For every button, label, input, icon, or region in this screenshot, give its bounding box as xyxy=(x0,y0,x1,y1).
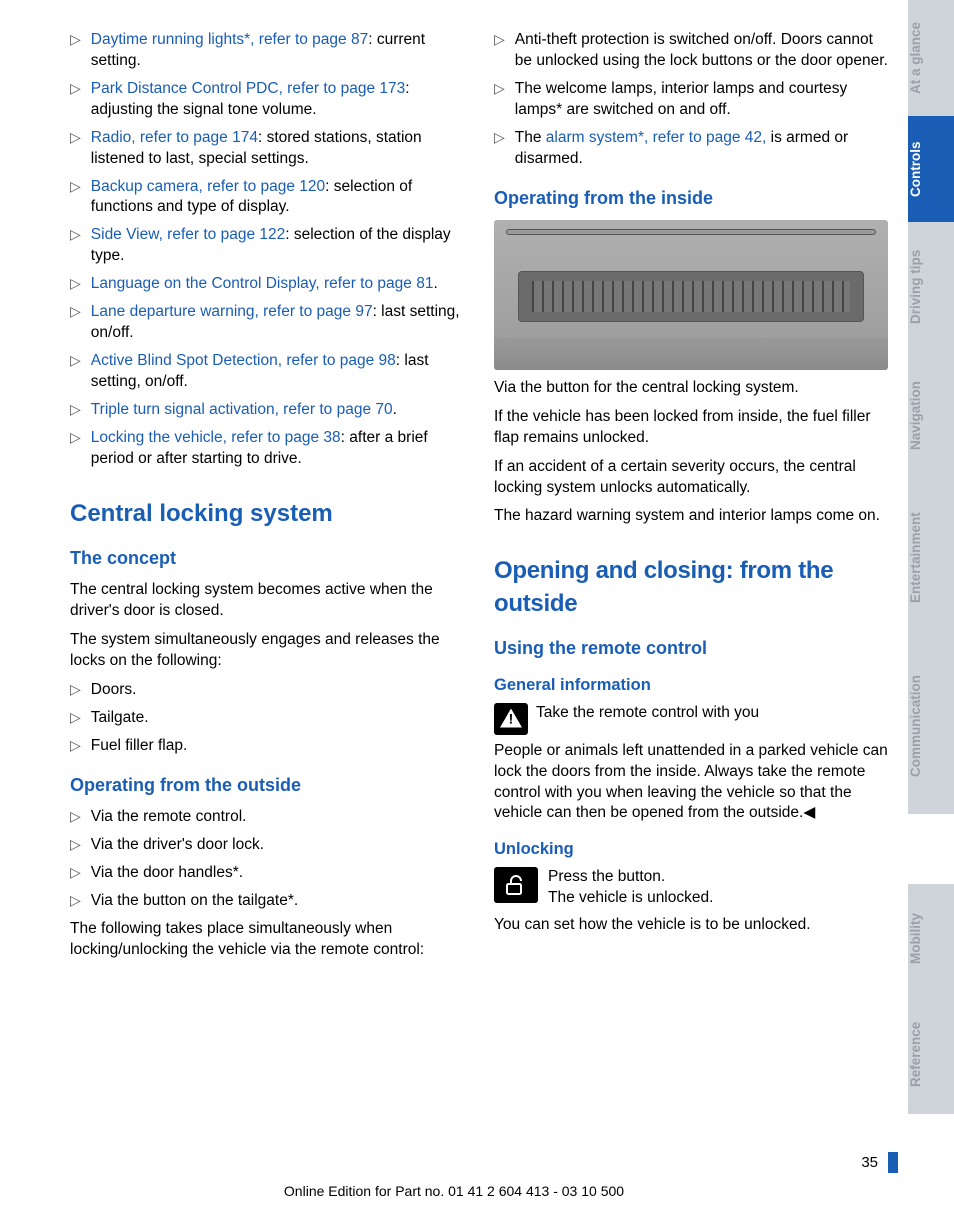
section-tab[interactable]: Controls xyxy=(908,116,954,222)
bullet-icon: ▷ xyxy=(70,351,81,393)
heading-general-info: General information xyxy=(494,674,888,696)
right-top-list: ▷Anti-theft protection is switched on/of… xyxy=(494,30,888,170)
bullet-icon: ▷ xyxy=(70,30,81,72)
bullet-icon: ▷ xyxy=(494,128,505,170)
bullet-icon: ▷ xyxy=(70,428,81,470)
warning-body: People or animals left unattended in a p… xyxy=(494,741,888,825)
feature-link-item: ▷ Triple turn signal activation, refer to… xyxy=(70,400,464,421)
feature-link-item: ▷Locking the vehicle, refer to page 38: … xyxy=(70,428,464,470)
feature-link-item: ▷ Lane departure warning, refer to page 9… xyxy=(70,302,464,344)
inside-p4: The hazard warning system and interior l… xyxy=(494,506,888,527)
outside-list: ▷Via the remote control. ▷Via the driver'… xyxy=(70,807,464,912)
bullet-icon: ▷ xyxy=(70,128,81,170)
cross-reference-link[interactable]: alarm system*, refer to page 42, xyxy=(546,129,767,146)
feature-link-list: ▷ Daytime running lights*, refer to page … xyxy=(70,30,464,470)
section-tabs: At a glanceControlsDriving tipsNavigatio… xyxy=(908,0,954,1215)
list-item: ▷Via the driver's door lock. xyxy=(70,835,464,856)
feature-link-item: ▷ Active Blind Spot Detection, refer to p… xyxy=(70,351,464,393)
list-item: ▷Anti-theft protection is switched on/of… xyxy=(494,30,888,72)
section-tab[interactable]: Driving tips xyxy=(908,222,954,352)
concept-p2: The system simultaneously engages and re… xyxy=(70,630,464,672)
inside-p2: If the vehicle has been locked from insi… xyxy=(494,407,888,449)
left-column: ▷ Daytime running lights*, refer to page … xyxy=(70,30,464,1215)
bullet-icon: ▷ xyxy=(70,807,81,828)
unlock-row: Press the button. The vehicle is unlocke… xyxy=(494,867,888,909)
cross-reference-link[interactable]: Side View, refer to page 122 xyxy=(91,226,285,243)
unlock-line1: Press the button. xyxy=(548,867,713,888)
bullet-icon: ▷ xyxy=(70,891,81,912)
feature-link-item: ▷Side View, refer to page 122: selection… xyxy=(70,225,464,267)
bullet-icon: ▷ xyxy=(70,274,81,295)
section-tab[interactable]: Reference xyxy=(908,994,954,1114)
concept-list: ▷Doors. ▷Tailgate. ▷Fuel filler flap. xyxy=(70,680,464,757)
section-tab[interactable]: Navigation xyxy=(908,352,954,478)
list-item: ▷The welcome lamps, interior lamps and c… xyxy=(494,79,888,121)
bullet-icon: ▷ xyxy=(70,863,81,884)
warning-title: Take the remote control with you xyxy=(536,703,759,735)
link-suffix: . xyxy=(433,275,437,292)
cross-reference-link[interactable]: Radio, refer to page 174 xyxy=(91,129,258,146)
cross-reference-link[interactable]: Locking the vehicle, refer to page 38 xyxy=(91,429,341,446)
cross-reference-link[interactable]: Park Distance Control PDC, refer to page… xyxy=(91,80,405,97)
inside-p3: If an accident of a certain severity occ… xyxy=(494,457,888,499)
bullet-icon: ▷ xyxy=(494,79,505,121)
bullet-icon: ▷ xyxy=(70,680,81,701)
cross-reference-link[interactable]: Language on the Control Display, refer t… xyxy=(91,275,434,292)
unlock-setting-note: You can set how the vehicle is to be unl… xyxy=(494,915,888,936)
bullet-icon: ▷ xyxy=(70,835,81,856)
heading-unlocking: Unlocking xyxy=(494,838,888,860)
list-item: ▷Fuel filler flap. xyxy=(70,736,464,757)
list-item: ▷Via the button on the tailgate*. xyxy=(70,891,464,912)
section-tab[interactable]: Entertainment xyxy=(908,478,954,638)
heading-operating-inside: Operating from the inside xyxy=(494,186,888,210)
bullet-icon: ▷ xyxy=(70,79,81,121)
bullet-icon: ▷ xyxy=(70,708,81,729)
warning-icon xyxy=(494,703,528,735)
cross-reference-link[interactable]: Daytime running lights*, refer to page 8… xyxy=(91,31,368,48)
right-column: ▷Anti-theft protection is switched on/of… xyxy=(494,30,888,1215)
list-item: ▷Via the remote control. xyxy=(70,807,464,828)
concept-p1: The central locking system becomes activ… xyxy=(70,580,464,622)
cross-reference-link[interactable]: Triple turn signal activation, refer to … xyxy=(91,401,393,418)
cross-reference-link[interactable]: Active Blind Spot Detection, refer to pa… xyxy=(91,352,396,369)
warning-box: Take the remote control with you xyxy=(494,703,888,735)
feature-link-item: ▷ Daytime running lights*, refer to page … xyxy=(70,30,464,72)
heading-central-locking: Central locking system xyxy=(70,498,464,530)
bullet-icon: ▷ xyxy=(70,400,81,421)
page-number: 35 xyxy=(855,1152,884,1173)
feature-link-item: ▷ Park Distance Control PDC, refer to pag… xyxy=(70,79,464,121)
feature-link-item: ▷Radio, refer to page 174: stored statio… xyxy=(70,128,464,170)
bullet-icon: ▷ xyxy=(70,225,81,267)
center-console-figure xyxy=(494,220,888,370)
outside-followup: The following takes place simultaneously… xyxy=(70,919,464,961)
cross-reference-link[interactable]: Lane departure warning, refer to page 97 xyxy=(91,303,373,320)
section-tab[interactable]: Communication xyxy=(908,638,954,814)
bullet-icon: ▷ xyxy=(70,177,81,219)
unlock-button-icon xyxy=(494,867,538,903)
list-item: ▷Doors. xyxy=(70,680,464,701)
list-item: ▷Tailgate. xyxy=(70,708,464,729)
link-suffix: . xyxy=(393,401,397,418)
bullet-icon: ▷ xyxy=(70,302,81,344)
bullet-icon: ▷ xyxy=(494,30,505,72)
bullet-icon: ▷ xyxy=(70,736,81,757)
tab-gap xyxy=(908,814,954,884)
heading-operating-outside: Operating from the outside xyxy=(70,773,464,797)
section-tab[interactable]: Mobility xyxy=(908,884,954,994)
inside-p1: Via the button for the central locking s… xyxy=(494,378,888,399)
list-item: ▷Via the door handles*. xyxy=(70,863,464,884)
heading-using-remote: Using the remote control xyxy=(494,636,888,660)
heading-concept: The concept xyxy=(70,546,464,570)
footer-text: Online Edition for Part no. 01 41 2 604 … xyxy=(0,1183,908,1199)
section-tab[interactable]: At a glance xyxy=(908,0,954,116)
heading-opening-closing: Opening and closing: from the outside xyxy=(494,555,888,620)
unlock-line2: The vehicle is unlocked. xyxy=(548,888,713,909)
list-item: ▷The alarm system*, refer to page 42, is… xyxy=(494,128,888,170)
cross-reference-link[interactable]: Backup camera, refer to page 120 xyxy=(91,178,325,195)
feature-link-item: ▷Backup camera, refer to page 120: selec… xyxy=(70,177,464,219)
feature-link-item: ▷ Language on the Control Display, refer … xyxy=(70,274,464,295)
